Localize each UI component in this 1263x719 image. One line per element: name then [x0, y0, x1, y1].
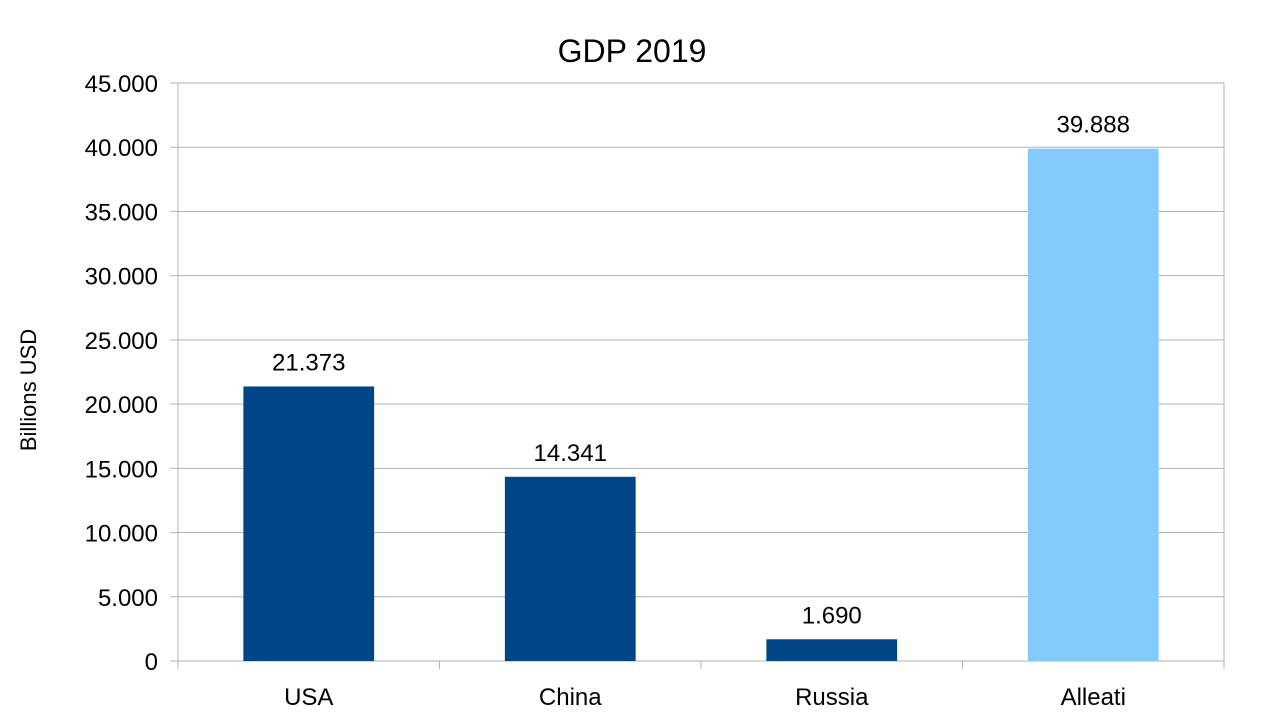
chart-title: GDP 2019 [558, 33, 707, 69]
x-tick-label-china: China [539, 684, 602, 711]
bar-russia [766, 639, 898, 661]
bars [243, 148, 1159, 662]
bar-china [504, 476, 636, 661]
y-axis-ticks: 0 5.000 10.000 15.000 20.000 25.000 30.000 35.0… [85, 71, 178, 676]
x-tick-label-russia: Russia [795, 684, 869, 711]
y-tick-label: 25.000 [85, 328, 158, 355]
y-tick-label: 45.000 [85, 71, 158, 98]
y-tick-label: 5.000 [98, 585, 158, 612]
y-tick-label: 10.000 [85, 521, 158, 548]
x-axis-ticks: USA China Russia Alleati [284, 661, 1225, 711]
data-label-china: 14.341 [534, 440, 607, 467]
y-tick-label: 30.000 [85, 264, 158, 291]
data-label-usa: 21.373 [272, 349, 345, 376]
y-tick-label: 20.000 [85, 392, 158, 419]
data-label-alleati: 39.888 [1057, 112, 1130, 139]
x-tick-label-alleati: Alleati [1061, 684, 1126, 711]
data-label-russia: 1.690 [802, 602, 862, 629]
bar-usa [243, 386, 375, 661]
x-tick-label-usa: USA [284, 684, 333, 711]
data-labels: 21.373 14.341 1.690 39.888 [272, 112, 1130, 630]
y-tick-label: 15.000 [85, 456, 158, 483]
y-tick-label: 0 [145, 649, 158, 676]
bar-alleati [1027, 148, 1159, 662]
y-tick-label: 40.000 [85, 135, 158, 162]
y-axis-title: Billions USD [16, 329, 41, 451]
y-tick-label: 35.000 [85, 199, 158, 226]
